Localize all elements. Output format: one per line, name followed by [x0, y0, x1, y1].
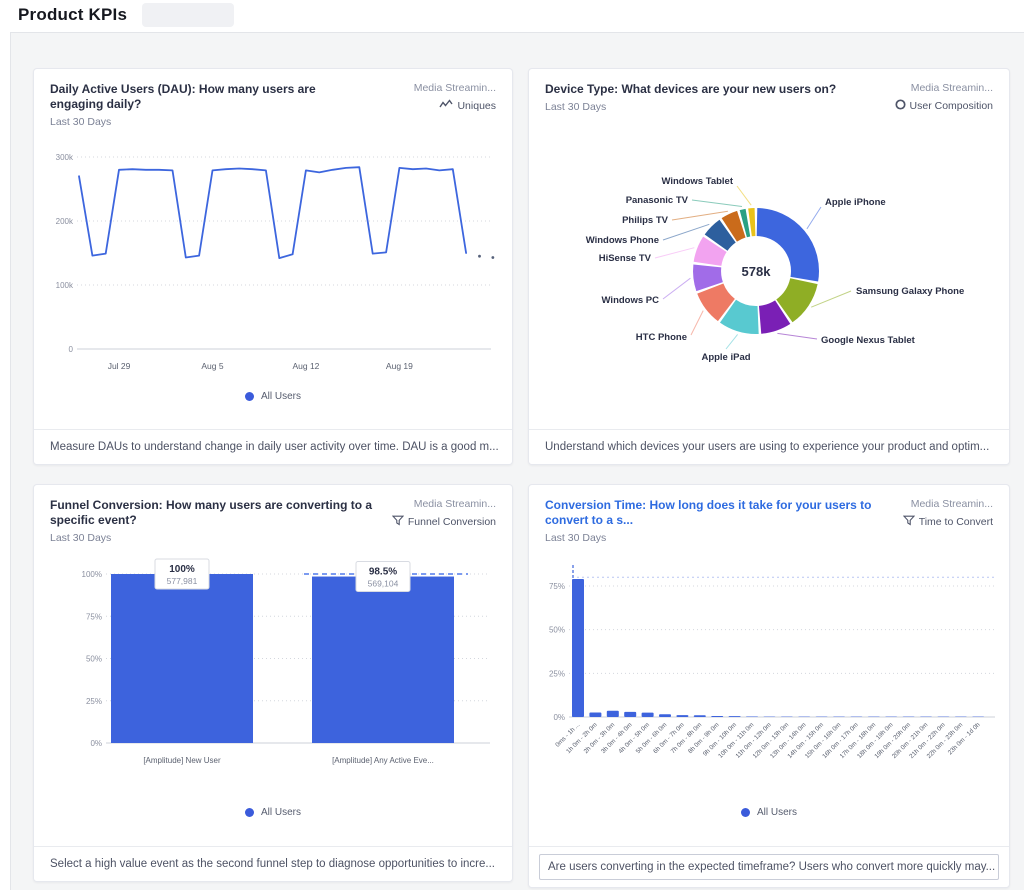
date-range-label: Last 30 Days	[545, 101, 607, 113]
legend-dot	[244, 392, 254, 401]
svg-text:50%: 50%	[549, 626, 565, 635]
card-header: Conversion Time: How long does it take f…	[529, 485, 1009, 544]
svg-text:75%: 75%	[86, 612, 102, 621]
chart-legend[interactable]: All Users	[529, 807, 1009, 818]
chart-type-label: Time to Convert	[918, 516, 993, 528]
svg-text:100%: 100%	[169, 564, 195, 575]
svg-text:Panasonic TV: Panasonic TV	[626, 195, 689, 206]
svg-text:Aug 5: Aug 5	[201, 361, 223, 371]
title-placeholder	[142, 3, 234, 27]
card-conversion-time: Conversion Time: How long does it take f…	[528, 484, 1010, 888]
date-range-label: Last 30 Days	[50, 116, 112, 128]
svg-text:[Amplitude] Any Active Eve...: [Amplitude] Any Active Eve...	[332, 756, 434, 765]
chart-title-link[interactable]: Daily Active Users (DAU): How many users…	[50, 82, 316, 111]
project-source-label: Media Streamin...	[413, 498, 496, 510]
chart-description: Are users converting in the expected tim…	[539, 854, 999, 880]
legend-label: All Users	[260, 391, 301, 402]
legend-dot	[740, 808, 750, 817]
legend-label: All Users	[756, 807, 797, 818]
project-source-label: Media Streamin...	[910, 82, 993, 94]
funnel-icon	[391, 515, 405, 529]
svg-text:0%: 0%	[553, 713, 565, 722]
legend-dot	[244, 808, 254, 817]
svg-text:578k: 578k	[742, 264, 772, 279]
svg-text:Aug 19: Aug 19	[386, 361, 413, 371]
svg-text:23h 0m - 1d 0h: 23h 0m - 1d 0h	[947, 721, 982, 756]
svg-text:100k: 100k	[56, 281, 74, 290]
card-header: Daily Active Users (DAU): How many users…	[34, 69, 512, 128]
chart-description-container: Are users converting in the expected tim…	[529, 846, 1009, 887]
svg-text:[Amplitude] New User: [Amplitude] New User	[143, 756, 221, 765]
svg-text:50%: 50%	[86, 655, 102, 664]
svg-text:0: 0	[69, 345, 74, 354]
page-title: Product KPIs	[18, 5, 128, 24]
svg-text:577,981: 577,981	[167, 576, 198, 586]
svg-text:Philips TV: Philips TV	[622, 215, 669, 226]
svg-text:569,104: 569,104	[368, 579, 399, 589]
chart-type-label: User Composition	[909, 100, 993, 112]
chart-type-label: Funnel Conversion	[407, 516, 496, 528]
card-device-type: Device Type: What devices are your new u…	[528, 68, 1010, 465]
funnel-bar-chart[interactable]: 0%25%50%75%100% 100%577,981[Amplitude] Ne…	[50, 553, 496, 777]
chart-type-badge: Funnel Conversion	[391, 515, 496, 529]
chart-type-badge: User Composition	[894, 99, 993, 113]
funnel-icon	[902, 515, 915, 529]
svg-text:Apple iPad: Apple iPad	[701, 352, 750, 363]
svg-text:200k: 200k	[56, 217, 74, 226]
svg-text:Windows PC: Windows PC	[602, 295, 660, 306]
chart-type-badge: Uniques	[414, 99, 496, 112]
chart-legend[interactable]: All Users	[34, 807, 512, 818]
svg-text:98.5%: 98.5%	[369, 567, 397, 578]
svg-text:25%: 25%	[549, 669, 565, 678]
card-dau: Daily Active Users (DAU): How many users…	[33, 68, 513, 465]
svg-text:Windows Tablet: Windows Tablet	[661, 176, 733, 187]
line-chart-icon	[439, 99, 454, 112]
svg-text:25%: 25%	[86, 697, 102, 706]
svg-text:300k: 300k	[56, 153, 74, 162]
chart-description: Measure DAUs to understand change in dai…	[34, 429, 512, 464]
chart-description: Select a high value event as the second …	[34, 846, 512, 881]
svg-text:Apple iPhone: Apple iPhone	[825, 197, 886, 208]
chart-type-label: Uniques	[457, 99, 496, 112]
donut-icon	[894, 99, 906, 113]
svg-text:HTC Phone: HTC Phone	[636, 332, 687, 343]
card-funnel-conversion: Funnel Conversion: How many users are co…	[33, 484, 513, 882]
svg-text:HiSense TV: HiSense TV	[599, 253, 652, 264]
left-sidebar-sliver	[0, 0, 11, 890]
chart-description: Understand which devices your users are …	[529, 429, 1009, 464]
card-header: Funnel Conversion: How many users are co…	[34, 485, 512, 544]
svg-text:75%: 75%	[549, 582, 565, 591]
chart-type-badge: Time to Convert	[902, 515, 993, 529]
legend-label: All Users	[260, 807, 301, 818]
svg-text:Google Nexus Tablet: Google Nexus Tablet	[821, 335, 916, 346]
svg-text:100%: 100%	[82, 570, 102, 579]
project-source-label: Media Streamin...	[413, 82, 496, 94]
date-range-label: Last 30 Days	[50, 532, 112, 544]
card-header: Device Type: What devices are your new u…	[529, 69, 1009, 113]
svg-text:Windows Phone: Windows Phone	[586, 235, 659, 246]
svg-text:Samsung Galaxy Phone: Samsung Galaxy Phone	[856, 286, 964, 297]
svg-text:Aug 12: Aug 12	[292, 361, 319, 371]
svg-text:0%: 0%	[90, 739, 102, 748]
chart-legend[interactable]: All Users	[34, 391, 512, 402]
chart-title-link[interactable]: Funnel Conversion: How many users are co…	[50, 498, 373, 527]
svg-text:Jul 29: Jul 29	[108, 361, 131, 371]
device-donut-chart[interactable]: Apple iPhone Samsung Galaxy Phone Google N…	[545, 127, 991, 383]
project-source-label: Media Streamin...	[910, 498, 993, 510]
chart-title-link[interactable]: Conversion Time: How long does it take f…	[545, 498, 872, 527]
chart-title-link[interactable]: Device Type: What devices are your new u…	[545, 82, 837, 96]
dau-line-chart[interactable]: 0 100k 200k 300k Jul 29 Aug 5 Aug 12 Aug 19	[50, 133, 496, 383]
date-range-label: Last 30 Days	[545, 532, 607, 544]
